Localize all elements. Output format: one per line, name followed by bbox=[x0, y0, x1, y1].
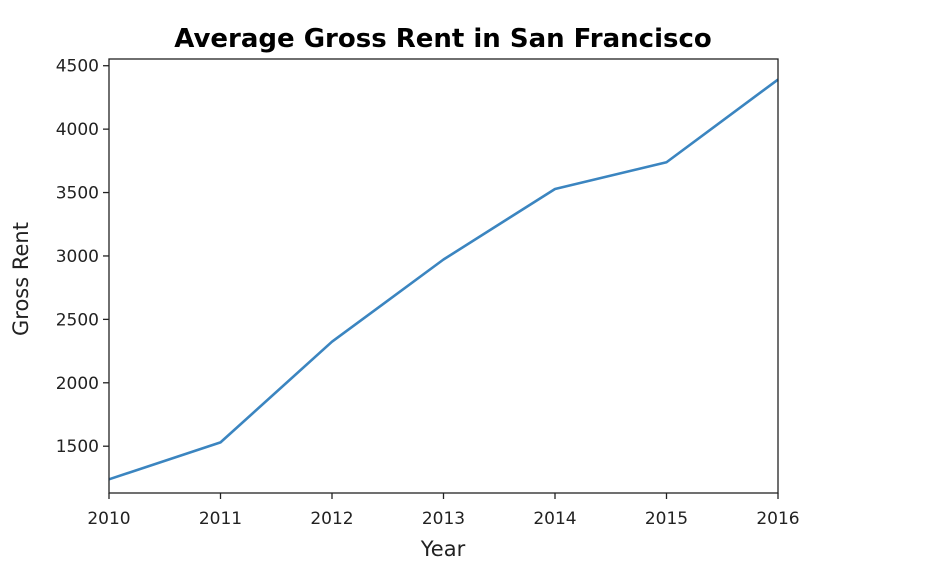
y-axis-label: Gross Rent bbox=[9, 222, 33, 336]
series-group bbox=[108, 78, 779, 481]
y-tick-label: 4500 bbox=[56, 57, 99, 77]
y-tick-label: 2000 bbox=[56, 374, 99, 394]
x-axis-ticks: 2010 2011 2012 2013 2014 2015 2016 bbox=[87, 493, 800, 529]
y-tick-label: 4000 bbox=[56, 120, 99, 140]
y-tick-label: 1500 bbox=[56, 437, 99, 457]
x-tick-label: 2015 bbox=[645, 509, 688, 529]
data-point bbox=[441, 257, 447, 263]
plot-frame bbox=[108, 58, 779, 494]
y-tick-label: 3000 bbox=[56, 247, 99, 267]
x-tick-label: 2010 bbox=[87, 509, 130, 529]
x-tick-label: 2014 bbox=[533, 509, 576, 529]
y-axis-ticks: 1500 2000 2500 3000 3500 4000 4500 bbox=[56, 57, 109, 457]
y-tick-label: 2500 bbox=[56, 310, 99, 330]
x-tick-label: 2013 bbox=[422, 509, 465, 529]
x-axis-label: Year bbox=[420, 537, 466, 561]
data-point bbox=[329, 339, 335, 345]
x-tick-label: 2016 bbox=[756, 509, 799, 529]
x-tick-label: 2012 bbox=[310, 509, 353, 529]
data-point bbox=[664, 159, 670, 165]
gross-rent-line bbox=[108, 78, 779, 481]
data-point bbox=[552, 186, 558, 192]
chart-title: Average Gross Rent in San Francisco bbox=[174, 24, 711, 54]
y-tick-label: 3500 bbox=[56, 184, 99, 204]
x-tick-label: 2011 bbox=[199, 509, 242, 529]
data-point bbox=[218, 439, 224, 445]
